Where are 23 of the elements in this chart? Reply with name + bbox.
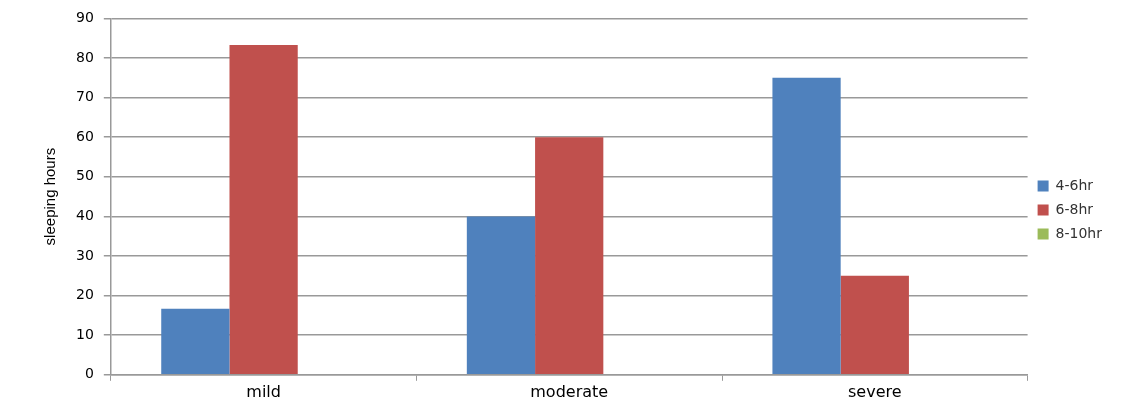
legend-label: 6-8hr	[1055, 200, 1094, 217]
y-tick-label: 30	[75, 246, 94, 263]
bar	[229, 44, 298, 375]
y-tick-label: 60	[75, 127, 94, 144]
x-tick-label: moderate	[530, 381, 609, 401]
y-axis-title: sleeping hours	[41, 147, 59, 246]
y-tick-label: 0	[84, 365, 94, 382]
y-tick-label: 90	[75, 9, 94, 26]
x-tick-label: severe	[848, 381, 902, 401]
legend-label: 8-10hr	[1055, 224, 1103, 241]
y-tick-label: 40	[75, 207, 94, 224]
y-tick-label: 80	[75, 48, 94, 65]
y-tick-label: 20	[75, 286, 94, 303]
y-tick-label: 50	[75, 167, 94, 184]
bar	[466, 216, 536, 375]
bar	[840, 275, 909, 375]
bar	[535, 137, 604, 375]
bar	[161, 308, 230, 375]
x-tick-label: mild	[246, 381, 281, 401]
y-tick-label: 70	[75, 88, 94, 105]
bar	[772, 77, 841, 375]
y-tick-label: 10	[75, 325, 94, 342]
legend-label: 4-6hr	[1055, 176, 1094, 193]
